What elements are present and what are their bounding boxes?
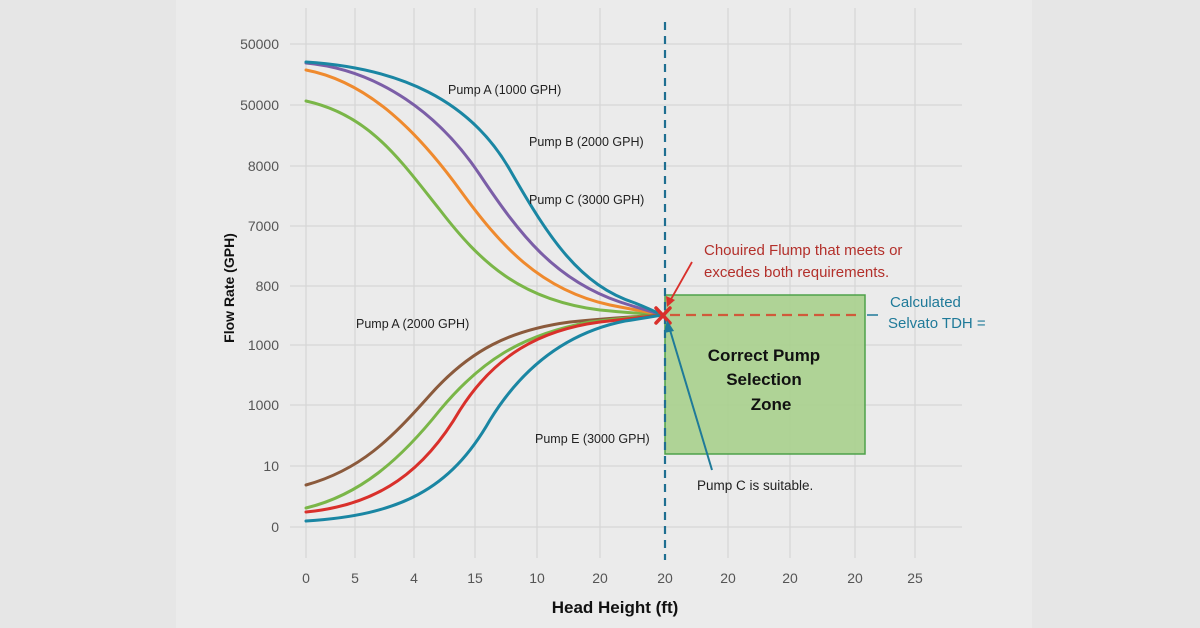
x-tick: 20	[720, 570, 736, 586]
chosen-pump-annotation-line2: excedes both requirements.	[704, 264, 889, 281]
pump-c-suitable-annotation: Pump C is suitable.	[697, 478, 813, 493]
y-tick: 1000	[248, 397, 279, 413]
zone-label-line1: Correct Pump	[708, 346, 820, 365]
y-tick: 800	[256, 278, 280, 294]
y-tick: 8000	[248, 158, 279, 174]
x-axis-ticks: 0 5 4 15 10 20 20 20 20 20 25	[302, 570, 923, 586]
x-tick: 20	[847, 570, 863, 586]
zone-label-line3: Zone	[751, 395, 792, 414]
y-axis-ticks: 50000 50000 8000 7000 800 1000 1000 10 0	[240, 36, 279, 535]
curve-red-asc	[304, 313, 664, 514]
x-tick: 20	[657, 570, 673, 586]
label-pump-e-3000: Pump E (3000 GPH)	[535, 432, 650, 446]
chosen-pump-annotation-line1: Chouired Flump that meets or	[704, 242, 902, 259]
y-tick: 1000	[248, 337, 279, 353]
label-pump-b-2000: Pump B (2000 GPH)	[529, 135, 644, 149]
y-axis-title: Flow Rate (GPH)	[221, 233, 237, 343]
ascending-curves	[304, 313, 664, 523]
label-pump-a-2000: Pump A (2000 GPH)	[356, 317, 469, 331]
x-tick: 20	[592, 570, 608, 586]
label-pump-a-1000: Pump A (1000 GPH)	[448, 83, 561, 97]
x-tick: 4	[410, 570, 418, 586]
x-tick: 15	[467, 570, 483, 586]
x-tick: 20	[782, 570, 798, 586]
chosen-pump-arrow	[666, 261, 693, 307]
y-tick: 7000	[248, 218, 279, 234]
zone-label-line2: Selection	[726, 370, 802, 389]
x-tick: 5	[351, 570, 359, 586]
pump-c-arrow	[664, 320, 713, 471]
x-tick: 0	[302, 570, 310, 586]
curve-green-asc	[304, 313, 664, 510]
curve-purple-desc	[304, 61, 664, 317]
x-axis-title: Head Height (ft)	[552, 598, 679, 617]
curve-orange-desc	[304, 68, 664, 317]
y-tick: 50000	[240, 97, 279, 113]
x-tick: 25	[907, 570, 923, 586]
curve-brown-asc	[304, 313, 664, 487]
convergence-x-marker	[654, 306, 672, 325]
y-tick: 50000	[240, 36, 279, 52]
vertical-gridlines	[305, 8, 916, 558]
y-tick: 0	[271, 519, 279, 535]
curve-teal-desc	[304, 60, 664, 317]
y-tick: 10	[263, 458, 279, 474]
curve-teal-asc	[304, 313, 664, 523]
label-pump-c-3000: Pump C (3000 GPH)	[529, 193, 644, 207]
curve-green-desc	[304, 99, 664, 317]
x-tick: 10	[529, 570, 545, 586]
descending-curves	[304, 60, 664, 317]
tdh-annotation-line2: Selvato TDH =	[888, 315, 986, 332]
tdh-annotation-line1: Calculated	[890, 294, 961, 311]
